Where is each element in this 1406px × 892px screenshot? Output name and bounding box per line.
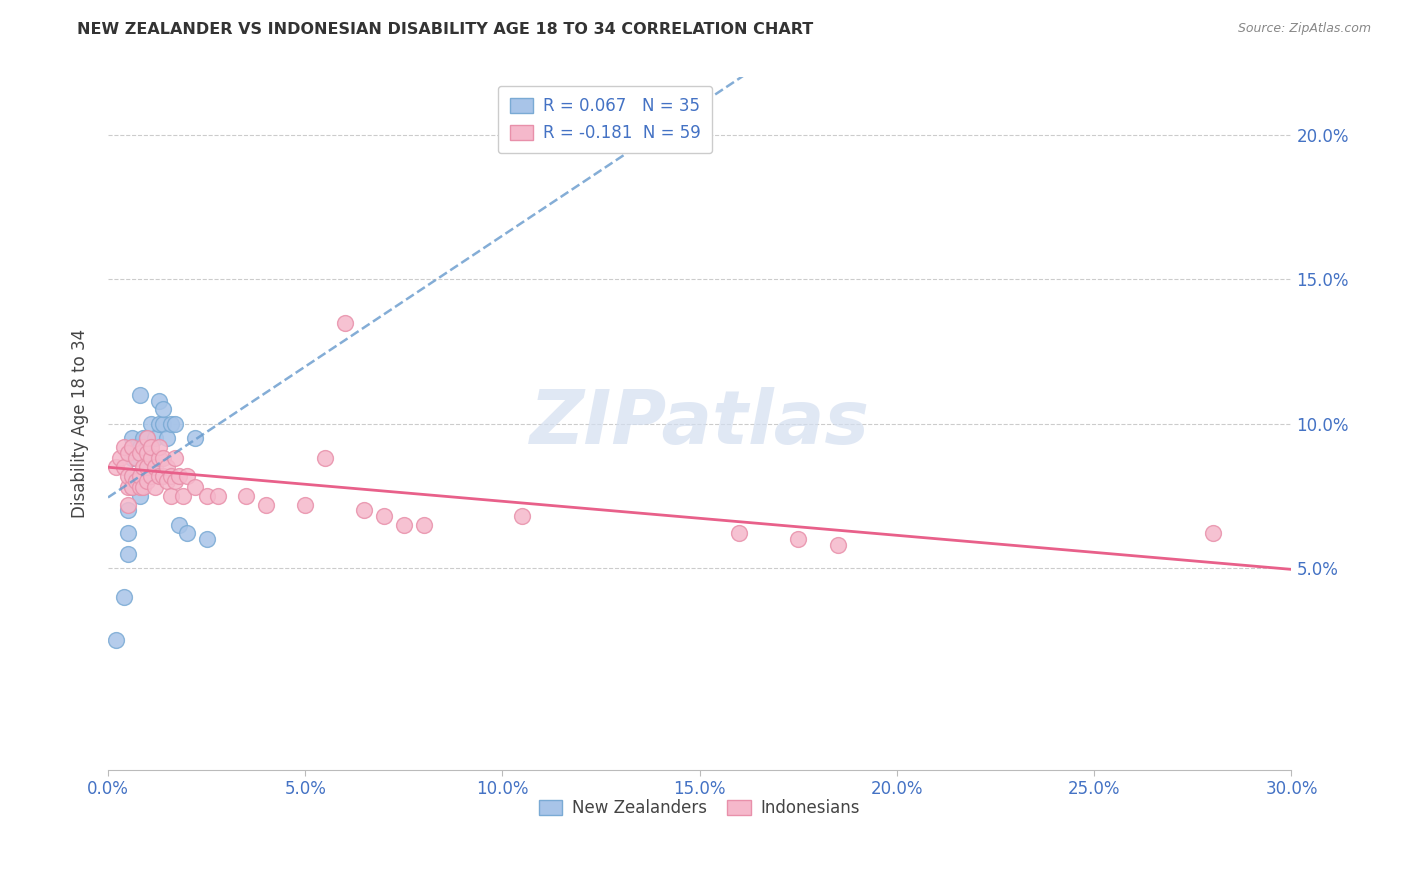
Point: [510, 509, 533, 524]
Point: [235, 489, 257, 503]
Point: [353, 503, 375, 517]
Point: [121, 440, 143, 454]
Point: [117, 445, 139, 459]
Point: [117, 498, 139, 512]
Point: [121, 480, 143, 494]
Point: [148, 393, 170, 408]
Point: [132, 480, 155, 494]
Point: [141, 451, 163, 466]
Point: [152, 402, 174, 417]
Point: [207, 489, 229, 503]
Point: [112, 440, 135, 454]
Point: [128, 445, 150, 459]
Point: [152, 417, 174, 431]
Text: ZIPatlas: ZIPatlas: [530, 387, 870, 460]
Point: [124, 440, 146, 454]
Point: [152, 451, 174, 466]
Point: [112, 590, 135, 604]
Point: [176, 526, 198, 541]
Point: [141, 460, 163, 475]
Point: [143, 460, 166, 475]
Text: NEW ZEALANDER VS INDONESIAN DISABILITY AGE 18 TO 34 CORRELATION CHART: NEW ZEALANDER VS INDONESIAN DISABILITY A…: [77, 22, 814, 37]
Point: [176, 468, 198, 483]
Point: [165, 475, 187, 489]
Point: [132, 445, 155, 459]
Point: [141, 417, 163, 431]
Point: [148, 417, 170, 431]
Point: [787, 532, 810, 546]
Point: [156, 460, 179, 475]
Point: [132, 468, 155, 483]
Point: [136, 475, 159, 489]
Text: Source: ZipAtlas.com: Source: ZipAtlas.com: [1237, 22, 1371, 36]
Point: [152, 468, 174, 483]
Point: [121, 440, 143, 454]
Point: [117, 526, 139, 541]
Point: [136, 445, 159, 459]
Point: [128, 468, 150, 483]
Point: [143, 480, 166, 494]
Point: [128, 468, 150, 483]
Point: [195, 489, 218, 503]
Point: [121, 451, 143, 466]
Legend: New Zealanders, Indonesians: New Zealanders, Indonesians: [533, 793, 868, 824]
Point: [314, 451, 336, 466]
Y-axis label: Disability Age 18 to 34: Disability Age 18 to 34: [72, 329, 89, 518]
Point: [412, 517, 434, 532]
Point: [160, 417, 183, 431]
Point: [128, 489, 150, 503]
Point: [104, 460, 127, 475]
Point: [294, 498, 316, 512]
Point: [160, 468, 183, 483]
Point: [128, 388, 150, 402]
Point: [184, 431, 207, 445]
Point: [117, 468, 139, 483]
Point: [827, 538, 849, 552]
Point: [121, 468, 143, 483]
Point: [108, 451, 131, 466]
Point: [195, 532, 218, 546]
Point: [172, 489, 194, 503]
Point: [104, 633, 127, 648]
Point: [392, 517, 415, 532]
Point: [141, 440, 163, 454]
Point: [121, 468, 143, 483]
Point: [124, 475, 146, 489]
Point: [128, 480, 150, 494]
Point: [121, 480, 143, 494]
Point: [132, 431, 155, 445]
Point: [132, 440, 155, 454]
Point: [117, 547, 139, 561]
Point: [1201, 526, 1223, 541]
Point: [121, 431, 143, 445]
Point: [124, 468, 146, 483]
Point: [132, 460, 155, 475]
Point: [128, 440, 150, 454]
Point: [165, 417, 187, 431]
Point: [160, 489, 183, 503]
Point: [117, 503, 139, 517]
Point: [156, 475, 179, 489]
Point: [333, 316, 356, 330]
Point: [112, 460, 135, 475]
Point: [148, 451, 170, 466]
Point: [254, 498, 277, 512]
Point: [148, 468, 170, 483]
Point: [156, 431, 179, 445]
Point: [373, 509, 395, 524]
Point: [148, 440, 170, 454]
Point: [136, 460, 159, 475]
Point: [728, 526, 751, 541]
Point: [124, 451, 146, 466]
Point: [136, 460, 159, 475]
Point: [167, 468, 190, 483]
Point: [117, 480, 139, 494]
Point: [143, 431, 166, 445]
Point: [167, 517, 190, 532]
Point: [184, 480, 207, 494]
Point: [136, 431, 159, 445]
Point: [141, 468, 163, 483]
Point: [136, 431, 159, 445]
Point: [165, 451, 187, 466]
